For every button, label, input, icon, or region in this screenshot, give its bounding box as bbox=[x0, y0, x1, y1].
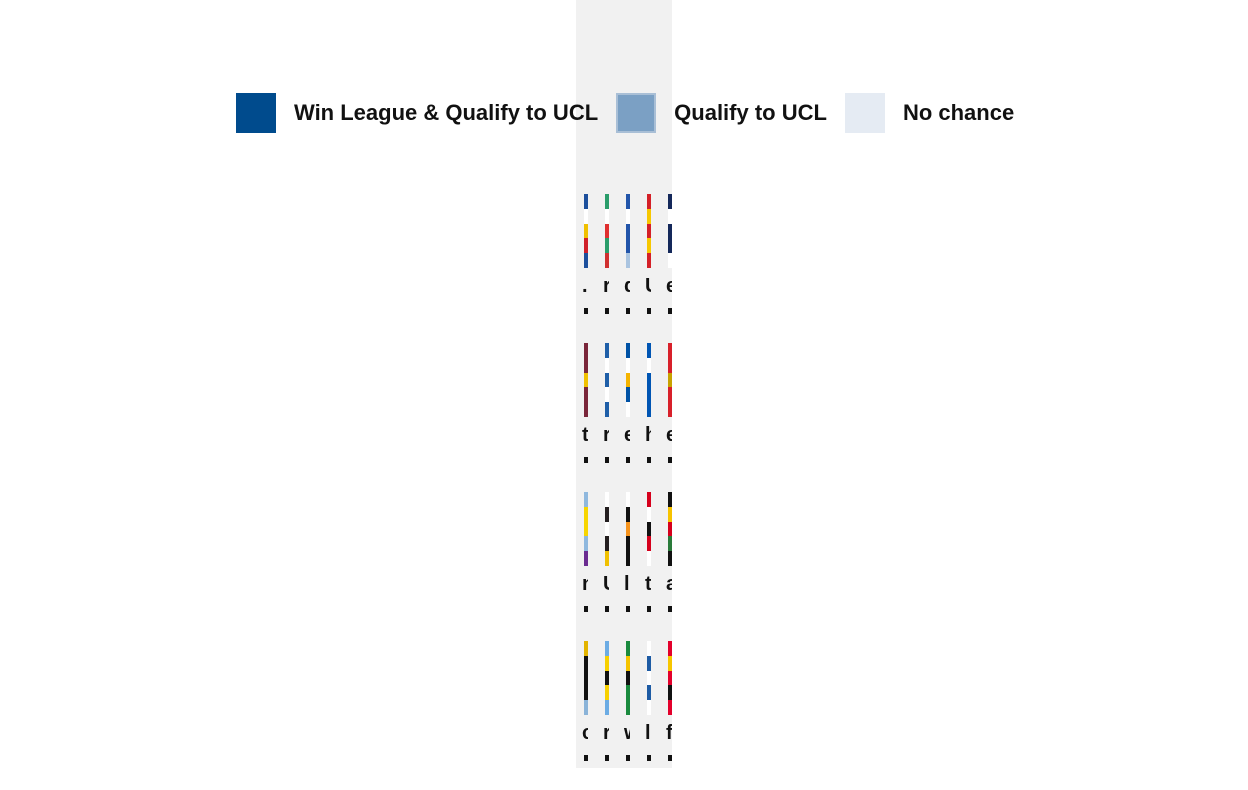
team-crest-icon bbox=[605, 641, 609, 715]
team-crest-icon bbox=[668, 343, 672, 417]
team-crest-icon bbox=[626, 343, 630, 417]
team-cell: n bbox=[576, 492, 588, 617]
team-abbr: r bbox=[603, 276, 609, 296]
team-crest-icon bbox=[626, 641, 630, 715]
team-outcome-marker bbox=[584, 308, 588, 314]
team-outcome-marker bbox=[647, 755, 651, 761]
team-outcome-marker bbox=[584, 606, 588, 612]
team-cell: d bbox=[618, 194, 630, 319]
team-outcome-marker bbox=[626, 457, 630, 463]
team-outcome-marker bbox=[605, 606, 609, 612]
team-crest-icon bbox=[626, 492, 630, 566]
team-cell: U bbox=[639, 194, 651, 319]
team-abbr: r bbox=[603, 723, 609, 743]
team-crest-icon bbox=[584, 343, 588, 417]
team-abbr: n bbox=[582, 574, 588, 594]
legend-label-win: Win League & Qualify to UCL bbox=[294, 100, 599, 125]
team-crest-icon bbox=[605, 194, 609, 268]
team-outcome-marker bbox=[605, 755, 609, 761]
team-crest-icon bbox=[668, 194, 672, 268]
team-cell: . bbox=[576, 194, 588, 319]
team-outcome-marker bbox=[605, 457, 609, 463]
team-outcome-marker bbox=[668, 308, 672, 314]
team-abbr: U bbox=[603, 574, 609, 594]
team-cell: e bbox=[618, 343, 630, 468]
team-cell: h bbox=[639, 343, 651, 468]
team-cell: e bbox=[660, 343, 672, 468]
legend-swatch-qualify bbox=[616, 93, 657, 133]
legend-swatch-no-chance bbox=[844, 93, 885, 133]
team-cell: U bbox=[597, 492, 609, 617]
team-crest-icon bbox=[605, 492, 609, 566]
team-abbr: e bbox=[624, 425, 630, 445]
team-cell: w bbox=[618, 641, 630, 766]
legend-swatch-win bbox=[236, 93, 276, 133]
team-crest-icon bbox=[584, 194, 588, 268]
team-crest-icon bbox=[605, 343, 609, 417]
team-outcome-marker bbox=[647, 457, 651, 463]
team-abbr: c bbox=[582, 723, 588, 743]
team-crest-icon bbox=[584, 492, 588, 566]
team-outcome-marker bbox=[647, 308, 651, 314]
team-cell: r bbox=[597, 641, 609, 766]
team-abbr: U bbox=[645, 276, 651, 296]
team-cell: r bbox=[597, 343, 609, 468]
team-cell: e bbox=[660, 194, 672, 319]
team-outcome-marker bbox=[668, 755, 672, 761]
team-cell: l bbox=[618, 492, 630, 617]
team-crest-icon bbox=[584, 641, 588, 715]
team-grid: .rdUetrehenUltacrwlf bbox=[576, 194, 672, 790]
team-cell: a bbox=[660, 492, 672, 617]
team-crest-icon bbox=[668, 641, 672, 715]
team-cell: r bbox=[597, 194, 609, 319]
team-crest-icon bbox=[647, 641, 651, 715]
team-row: nUlta bbox=[576, 492, 672, 641]
team-outcome-marker bbox=[626, 606, 630, 612]
team-crest-icon bbox=[668, 492, 672, 566]
team-row: trehe bbox=[576, 343, 672, 492]
team-abbr: l bbox=[624, 574, 630, 594]
team-cell: t bbox=[576, 343, 588, 468]
legend: Win League & Qualify to UCL Qualify to U… bbox=[236, 93, 1014, 133]
team-outcome-marker bbox=[647, 606, 651, 612]
team-abbr: a bbox=[666, 574, 672, 594]
legend-item-qualify: Qualify to UCL bbox=[616, 93, 827, 133]
team-outcome-marker bbox=[584, 457, 588, 463]
team-outcome-marker bbox=[584, 755, 588, 761]
team-cell: f bbox=[660, 641, 672, 766]
team-abbr: h bbox=[645, 425, 651, 445]
team-crest-icon bbox=[626, 194, 630, 268]
team-abbr: e bbox=[666, 425, 672, 445]
team-abbr: f bbox=[666, 723, 672, 743]
team-abbr: e bbox=[666, 276, 672, 296]
legend-label-no-chance: No chance bbox=[902, 100, 1015, 125]
team-cell: t bbox=[639, 492, 651, 617]
team-crest-icon bbox=[647, 343, 651, 417]
team-abbr: t bbox=[582, 425, 588, 445]
team-abbr: r bbox=[603, 425, 609, 445]
team-outcome-marker bbox=[626, 308, 630, 314]
team-outcome-marker bbox=[668, 606, 672, 612]
team-abbr: t bbox=[645, 574, 651, 594]
team-outcome-marker bbox=[605, 308, 609, 314]
team-cell: l bbox=[639, 641, 651, 766]
team-outcome-marker bbox=[626, 755, 630, 761]
team-abbr: w bbox=[624, 723, 630, 743]
team-row: crwlf bbox=[576, 641, 672, 790]
team-abbr: . bbox=[582, 276, 588, 296]
team-abbr: d bbox=[624, 276, 630, 296]
team-outcome-marker bbox=[668, 457, 672, 463]
team-crest-icon bbox=[647, 194, 651, 268]
legend-label-qualify: Qualify to UCL bbox=[674, 100, 827, 125]
team-abbr: l bbox=[645, 723, 651, 743]
legend-item-win: Win League & Qualify to UCL bbox=[236, 93, 598, 133]
team-row: . rdUe bbox=[576, 194, 672, 343]
team-crest-icon bbox=[647, 492, 651, 566]
legend-item-no-chance: No chance bbox=[844, 93, 1015, 133]
team-cell: c bbox=[576, 641, 588, 766]
